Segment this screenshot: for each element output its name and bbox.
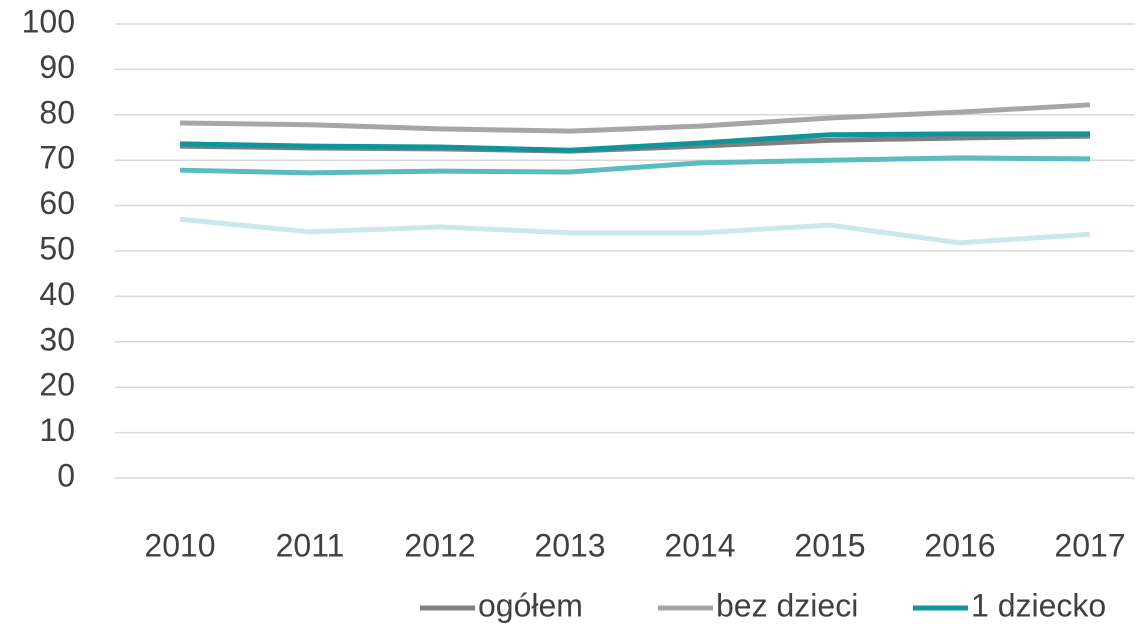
legend-label: bez dzieci xyxy=(716,587,858,623)
legend-label: 1 dziecko xyxy=(971,587,1106,623)
x-tick-label: 2013 xyxy=(534,527,605,563)
y-tick-label: 30 xyxy=(39,321,75,357)
series-line xyxy=(179,102,1091,134)
series-line xyxy=(179,155,1091,176)
y-tick-label: 90 xyxy=(39,49,75,85)
x-tick-label: 2012 xyxy=(404,527,475,563)
y-tick-label: 100 xyxy=(22,3,75,39)
y-tick-label: 80 xyxy=(39,94,75,130)
y-tick-label: 60 xyxy=(39,185,75,221)
x-tick-label: 2014 xyxy=(664,527,735,563)
series-line xyxy=(179,131,1090,153)
y-tick-label: 10 xyxy=(39,412,75,448)
series-line xyxy=(179,216,1091,246)
x-tick-label: 2016 xyxy=(924,527,995,563)
x-tick-label: 2017 xyxy=(1054,527,1125,563)
y-tick-label: 0 xyxy=(57,457,75,493)
y-tick-label: 70 xyxy=(39,140,75,176)
x-tick-label: 2011 xyxy=(276,527,345,563)
x-tick-label: 2015 xyxy=(794,527,865,563)
legend-label: ogółem xyxy=(478,587,583,623)
y-tick-label: 20 xyxy=(39,367,75,403)
x-tick-label: 2010 xyxy=(144,527,215,563)
y-tick-label: 40 xyxy=(39,276,75,312)
y-tick-label: 50 xyxy=(39,230,75,266)
